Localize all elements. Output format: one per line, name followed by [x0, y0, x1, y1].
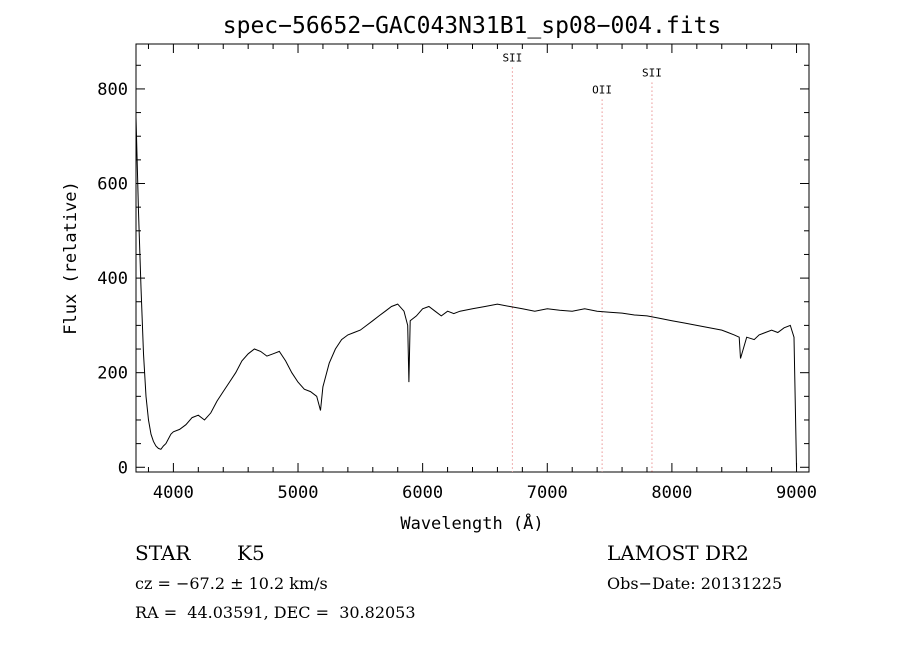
x-tick-label: 5000: [278, 483, 319, 503]
emission-line-markers: SII OII SII: [502, 51, 662, 472]
y-tick-label: 0: [118, 458, 128, 478]
x-tick-label: 6000: [402, 483, 443, 503]
emission-line-label: SII: [502, 51, 522, 64]
x-tick-label: 9000: [776, 483, 817, 503]
axis-ticks: 4000 5000 6000 7000 8000 9000 0 200 400 600 800: [97, 44, 817, 503]
emission-line-label: OII: [592, 84, 612, 97]
emission-line-label: SII: [642, 67, 662, 80]
object-class: STAR: [135, 541, 191, 565]
y-tick-label: 600: [97, 175, 128, 195]
y-tick-label: 400: [97, 269, 128, 289]
y-axis-label: Flux (relative): [61, 181, 81, 335]
spectrum-line: [135, 117, 797, 468]
x-tick-label: 4000: [153, 483, 194, 503]
y-tick-label: 200: [97, 364, 128, 384]
redshift-value: cz = −67.2 ± 10.2 km/s: [135, 574, 328, 593]
x-axis-label: Wavelength (Å): [400, 512, 543, 534]
chart-title: spec−56652−GAC043N31B1_sp08−004.fits: [223, 13, 722, 39]
plot-frame: [135, 43, 810, 473]
coordinates: RA = 44.03591, DEC = 30.82053: [135, 603, 416, 622]
observation-date: Obs−Date: 20131225: [607, 574, 783, 593]
x-tick-label: 7000: [527, 483, 568, 503]
x-tick-label: 8000: [651, 483, 692, 503]
object-subclass: K5: [237, 541, 265, 565]
spectrum-series: [135, 117, 797, 468]
survey-name: LAMOST DR2: [607, 541, 749, 565]
y-tick-label: 800: [97, 80, 128, 100]
